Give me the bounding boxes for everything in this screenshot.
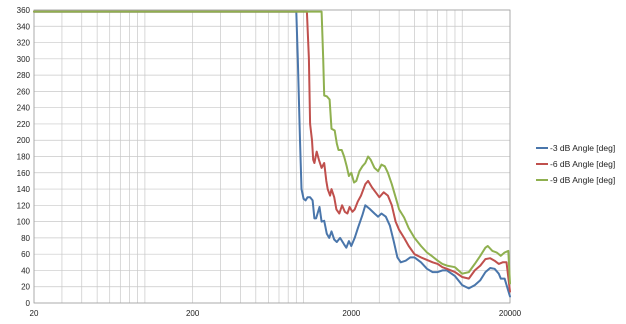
legend: -3 dB Angle [deg] -6 dB Angle [deg] -9 dB …	[536, 140, 615, 188]
y-tick-label: 180	[17, 153, 31, 162]
y-tick-label: 100	[17, 218, 31, 227]
legend-label: -6 dB Angle [deg]	[550, 159, 616, 169]
plot-frame	[33, 9, 511, 304]
x-tick-label: 20	[30, 309, 39, 318]
axis-layer: 0204060801001201401601802002202402602803…	[17, 6, 522, 318]
y-tick-label: 20	[21, 283, 30, 292]
y-tick-label: 40	[21, 266, 30, 275]
legend-label: -3 dB Angle [deg]	[550, 143, 616, 153]
legend-item: -6 dB Angle [deg]	[536, 156, 615, 172]
y-tick-label: 300	[17, 55, 31, 64]
y-tick-label: 320	[17, 39, 31, 48]
grid-layer	[33, 9, 511, 304]
x-tick-label: 200	[186, 309, 200, 318]
legend-item: -9 dB Angle [deg]	[536, 172, 615, 188]
y-tick-label: 80	[21, 234, 30, 243]
y-tick-label: 120	[17, 201, 31, 210]
y-tick-label: 200	[17, 136, 31, 145]
y-tick-label: 60	[21, 250, 30, 259]
legend-swatch	[536, 179, 548, 181]
y-tick-label: 0	[26, 299, 31, 308]
series-line-1	[33, 10, 511, 298]
y-tick-label: 340	[17, 22, 31, 31]
legend-swatch	[536, 163, 548, 165]
y-tick-label: 240	[17, 104, 31, 113]
series-line-2	[33, 10, 511, 293]
y-tick-label: 140	[17, 185, 31, 194]
series-line-3	[33, 10, 511, 285]
y-tick-label: 220	[17, 120, 31, 129]
legend-label: -9 dB Angle [deg]	[550, 175, 616, 185]
y-tick-label: 280	[17, 71, 31, 80]
legend-item: -3 dB Angle [deg]	[536, 140, 615, 156]
x-tick-label: 20000	[499, 309, 522, 318]
y-tick-label: 160	[17, 169, 31, 178]
x-tick-label: 2000	[342, 309, 360, 318]
legend-swatch	[536, 147, 548, 149]
series-layer	[33, 10, 511, 298]
y-tick-label: 360	[17, 6, 31, 15]
y-tick-label: 260	[17, 87, 31, 96]
